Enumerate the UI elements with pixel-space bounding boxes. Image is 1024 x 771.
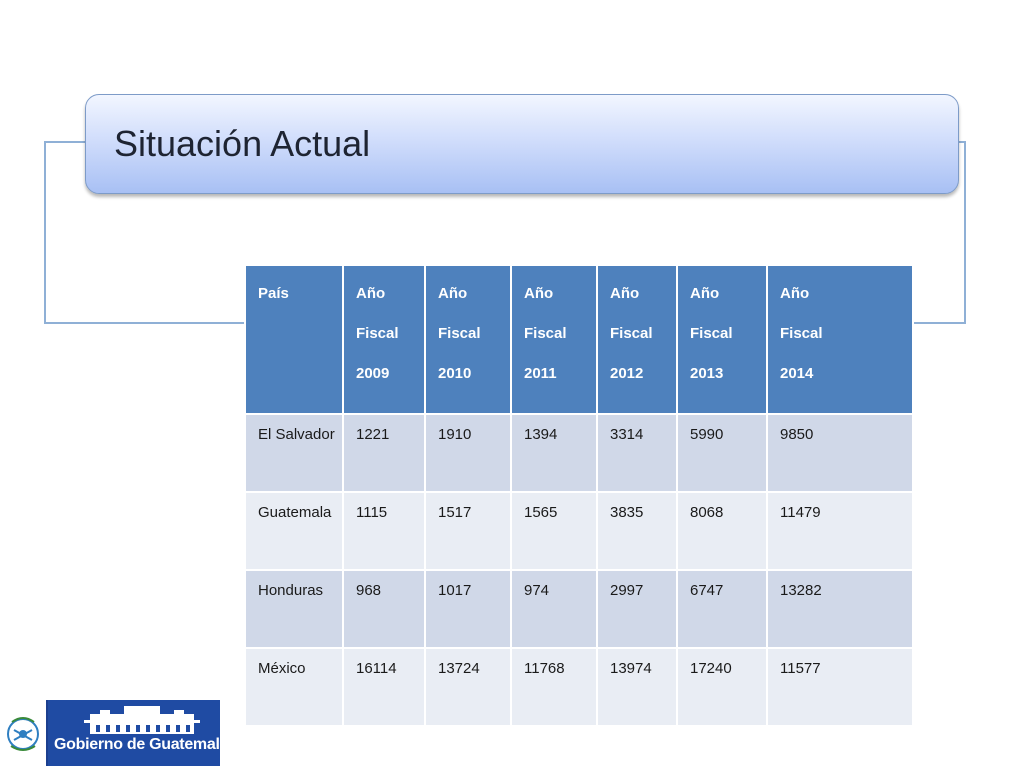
cell-country: El Salvador (246, 415, 342, 491)
cell-value: 974 (512, 571, 596, 647)
header-label: Fiscal (780, 325, 823, 342)
header-2009: Año Fiscal 2009 (344, 266, 424, 413)
header-label: 2011 (524, 365, 557, 382)
header-2011: Año Fiscal 2011 (512, 266, 596, 413)
cell-value: 11768 (512, 649, 596, 725)
header-label: Año (438, 285, 468, 302)
slide-title: Situación Actual (114, 123, 371, 164)
header-label: 2010 (438, 365, 472, 382)
header-label: Año (780, 285, 810, 302)
header-label: Fiscal (690, 325, 733, 342)
logo-text: Gobierno de Guatemala (54, 736, 229, 753)
cell-value: 1565 (512, 493, 596, 569)
table-row: Guatemala 1115 1517 1565 3835 8068 11479 (246, 493, 912, 569)
cell-value: 1017 (426, 571, 510, 647)
title-banner: Situación Actual (85, 94, 959, 194)
cell-country: México (246, 649, 342, 725)
table-row: México 16114 13724 11768 13974 17240 115… (246, 649, 912, 725)
cell-value: 3314 (598, 415, 676, 491)
cell-value: 13724 (426, 649, 510, 725)
table-row: El Salvador 1221 1910 1394 3314 5990 985… (246, 415, 912, 491)
cell-value: 17240 (678, 649, 766, 725)
cell-country: Guatemala (246, 493, 342, 569)
header-2010: Año Fiscal 2010 (426, 266, 510, 413)
header-label: Fiscal (524, 325, 567, 342)
header-label: Año (610, 285, 640, 302)
header-label: 2012 (610, 365, 644, 382)
gobierno-logo: Gobierno de Guatemala (0, 700, 228, 766)
header-label: Año (690, 285, 720, 302)
header-pais: País (246, 266, 342, 413)
table-header-row: País Año Fiscal 2009 Año Fiscal 2010 Año… (246, 266, 912, 413)
header-label: Año (356, 285, 386, 302)
cell-value: 1517 (426, 493, 510, 569)
header-2014: Año Fiscal 2014 (768, 266, 912, 413)
palace-icon (84, 706, 200, 734)
cell-value: 3835 (598, 493, 676, 569)
logo-band: Gobierno de Guatemala (48, 700, 228, 766)
cell-value: 8068 (678, 493, 766, 569)
header-pais-label: País (258, 285, 289, 302)
cell-value: 13974 (598, 649, 676, 725)
cell-value: 968 (344, 571, 424, 647)
cell-value: 5990 (678, 415, 766, 491)
cell-value: 6747 (678, 571, 766, 647)
cell-value: 13282 (768, 571, 912, 647)
cell-value: 16114 (344, 649, 424, 725)
header-label: 2014 (780, 365, 814, 382)
header-label: 2009 (356, 365, 390, 382)
cell-value: 1394 (512, 415, 596, 491)
cell-value: 9850 (768, 415, 912, 491)
header-label: Fiscal (356, 325, 399, 342)
cell-country: Honduras (246, 571, 342, 647)
cell-value: 1115 (344, 493, 424, 569)
header-2013: Año Fiscal 2013 (678, 266, 766, 413)
data-table: País Año Fiscal 2009 Año Fiscal 2010 Año… (244, 264, 914, 727)
cell-value: 11577 (768, 649, 912, 725)
coat-of-arms-icon (0, 700, 48, 766)
header-2012: Año Fiscal 2012 (598, 266, 676, 413)
cell-value: 11479 (768, 493, 912, 569)
cell-value: 1910 (426, 415, 510, 491)
header-label: Año (524, 285, 554, 302)
header-label: Fiscal (438, 325, 481, 342)
table-row: Honduras 968 1017 974 2997 6747 13282 (246, 571, 912, 647)
cell-value: 1221 (344, 415, 424, 491)
cell-value: 2997 (598, 571, 676, 647)
header-label: 2013 (690, 365, 724, 382)
header-label: Fiscal (610, 325, 653, 342)
